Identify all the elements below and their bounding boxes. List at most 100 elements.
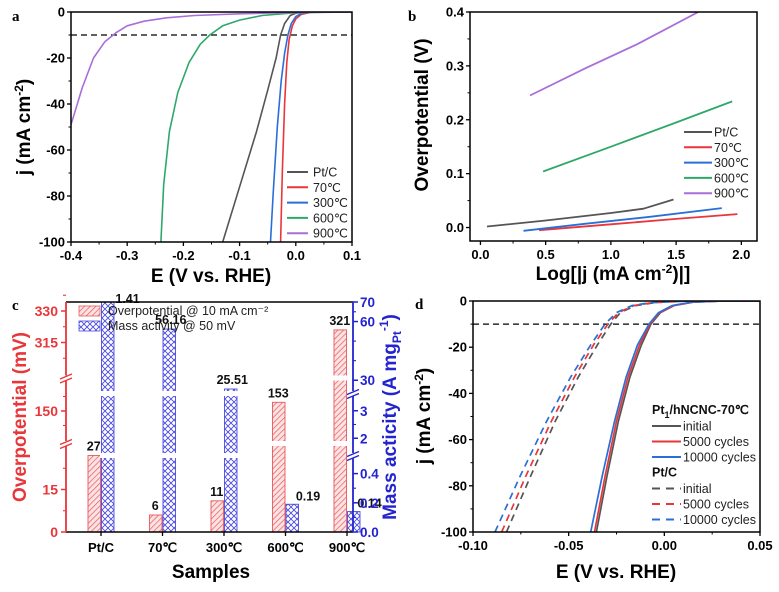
right-tick-label: 60 xyxy=(360,315,375,330)
series-line-900 xyxy=(71,12,352,125)
panel-c-left-ticks: 0 15 150 315 330 xyxy=(35,294,73,540)
legend-item-pt-c: Pt/C xyxy=(287,166,337,180)
x-tick-label: -0.3 xyxy=(116,248,138,263)
legend-item-300: 300℃ xyxy=(287,196,348,210)
y-tick-label: -60 xyxy=(448,432,467,447)
axis-break-gap xyxy=(223,391,239,396)
axis-break-gap xyxy=(161,453,177,458)
bar-group-600: 153 0.19 xyxy=(268,386,320,533)
legend-label: initial xyxy=(683,420,712,434)
y-tick-label: -80 xyxy=(46,189,65,204)
x-tick-label: -0.4 xyxy=(60,248,83,263)
axis-break-gap xyxy=(63,441,69,446)
series-group xyxy=(486,12,738,232)
series-line-600 xyxy=(542,100,733,173)
series-group xyxy=(71,12,352,242)
legend-label: 300℃ xyxy=(714,156,749,170)
series-line-900 xyxy=(529,12,699,97)
panel-letter-d: d xyxy=(415,297,424,313)
panel-d: d -0.10 -0.05 0.00 0.05 0 -20 -40 -60 -80 -100 E… xyxy=(412,294,773,584)
legend-label: 300℃ xyxy=(313,196,348,210)
panel-c-right-y-label: Mass acticity (A mgPt-1) xyxy=(377,314,404,520)
data-label-overpotential: 11 xyxy=(210,485,223,499)
legend-label: 900℃ xyxy=(714,187,749,201)
axis-break-gap xyxy=(332,375,348,381)
legend-swatch xyxy=(78,320,101,332)
panel-b-plot-area xyxy=(486,12,738,232)
series-line-600 xyxy=(160,12,352,242)
axis-break-gap xyxy=(161,391,177,396)
x-tick-label: -0.10 xyxy=(458,538,488,553)
panel-d-x-label: E (V vs. RHE) xyxy=(556,562,676,583)
x-tick-label: 70℃ xyxy=(148,540,177,555)
axis-break-gap xyxy=(63,375,69,381)
panel-b-x-ticks: 0.0 0.5 1.0 1.5 2.0 xyxy=(471,241,750,262)
bar-overpotential xyxy=(149,514,163,533)
x-tick-label: Pt/C xyxy=(88,540,115,555)
legend-item-900: 900℃ xyxy=(684,187,749,201)
legend-group-title: Pt1/hNCNC-70℃ xyxy=(652,403,749,420)
panel-a: a -0.4 -0.3 -0.2 -0.1 0.0 0.1 0 -20 -40 -60 -80 -1… xyxy=(12,5,361,288)
panel-d-x-ticks: -0.10 -0.05 0.00 0.05 xyxy=(458,532,773,553)
legend-item-600: 600℃ xyxy=(287,211,348,225)
y-tick-label: -40 xyxy=(46,97,65,112)
y-tick-label: -60 xyxy=(46,143,65,158)
panel-letter-c: c xyxy=(12,298,19,314)
legend-item-300: 300℃ xyxy=(684,156,749,170)
legend-label: 70℃ xyxy=(714,141,742,155)
x-tick-label: -0.05 xyxy=(554,538,584,553)
axis-break-mark xyxy=(59,373,73,384)
y-tick-label: 0.1 xyxy=(446,166,464,181)
legend-item-70: 70℃ xyxy=(287,181,341,195)
legend-label: Pt/C xyxy=(714,126,738,140)
bar-mass-activity xyxy=(101,301,115,533)
x-tick-label: -0.2 xyxy=(172,248,194,263)
legend-label: 600℃ xyxy=(714,171,749,185)
legend-item-70: 70℃ xyxy=(684,141,742,155)
bar-group-pt-c: 271.41 xyxy=(87,292,140,533)
legend-item-600: 600℃ xyxy=(684,171,749,185)
legend-item-pt-c: Pt/C xyxy=(684,126,738,140)
right-tick-label: 2 xyxy=(360,431,368,446)
legend-label: 10000 cycles xyxy=(683,451,756,465)
legend-item-10000-cycles: 10000 cycles xyxy=(652,451,756,465)
left-tick-label: 15 xyxy=(42,482,58,498)
series-line-pt-c-5000-cycles xyxy=(500,301,760,532)
legend-label: 900℃ xyxy=(313,227,348,241)
panel-d-y-label: j (mA cm-2) xyxy=(412,368,435,466)
left-tick-label: 150 xyxy=(35,403,59,419)
y-tick-label: -80 xyxy=(448,478,467,493)
left-tick-label: 330 xyxy=(35,303,59,319)
axis-break-gap xyxy=(350,453,356,458)
data-label-overpotential: 27 xyxy=(87,440,101,454)
panel-a-frame xyxy=(70,11,353,243)
panel-a-x-ticks: -0.4 -0.3 -0.2 -0.1 0.0 0.1 xyxy=(60,242,361,263)
panel-b: b 0.0 0.5 1.0 1.5 2.0 0.0 0.1 0.2 0.3 0.4 Log[|j… xyxy=(408,5,758,285)
y-tick-label: 0 xyxy=(58,5,65,20)
x-tick-label: 600℃ xyxy=(267,540,303,555)
axis-break-gap xyxy=(100,391,116,396)
bar-overpotential xyxy=(87,455,101,533)
y-tick-label: 0 xyxy=(460,294,467,309)
series-line-pt-c-10000-cycles xyxy=(494,301,760,532)
data-label-mass-activity: 0.14 xyxy=(357,497,381,511)
panel-b-y-ticks: 0.0 0.1 0.2 0.3 0.4 xyxy=(446,5,470,235)
axis-break-mark xyxy=(59,438,73,450)
bar-mass-activity xyxy=(285,503,299,533)
legend-label: Overpotential @ 10 mA cm⁻² xyxy=(108,304,268,318)
legend-label: Pt/C xyxy=(313,166,337,180)
y-tick-label: 0.3 xyxy=(446,58,464,73)
x-tick-label: 0.0 xyxy=(471,247,489,262)
panel-c-right-ticks: 0.0 0.2 0.4 2 3 30 60 70 xyxy=(346,295,379,540)
x-tick-label: 0.5 xyxy=(537,247,555,262)
legend-item-5000-cycles: 5000 cycles xyxy=(652,435,749,449)
x-tick-label: 300℃ xyxy=(206,540,242,555)
x-tick-label: 0.05 xyxy=(747,538,772,553)
